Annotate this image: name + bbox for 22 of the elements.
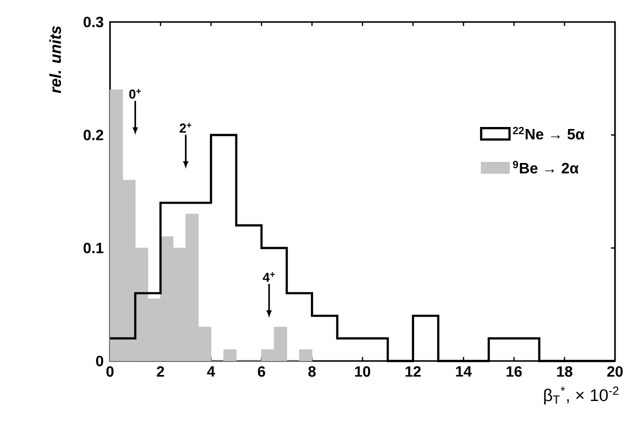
x-tick-label: 4 (207, 366, 216, 376)
x-tick-label: 0 (106, 366, 114, 377)
x-tick-label: 2 (156, 366, 164, 377)
x-tick-label: 8 (308, 366, 316, 377)
legend-label: $^{22}$Ne → 5α (512, 126, 584, 140)
x-tick-label: 12 (406, 366, 421, 377)
y-axis-title: rel. units (49, 26, 62, 94)
y-tick-label: 0.2 (84, 130, 104, 140)
x-tick-label: 18 (557, 366, 572, 377)
y-tick-label: 0.3 (84, 16, 104, 28)
y-tick-label: 0 (96, 356, 104, 366)
x-tick-label: 14 (456, 366, 472, 376)
annotation: 4$^{+}$ (262, 272, 275, 282)
legend-label: $^{9}$Be → 2α (512, 160, 579, 174)
x-tick-label: 6 (258, 366, 266, 377)
x-axis-title: β$_{T}$$^{*}$, × 10$^{-2}$ (544, 386, 618, 405)
x-tick-label: 16 (506, 366, 522, 377)
x-tick-label: 20 (607, 366, 623, 377)
y-tick-label: 0.1 (84, 242, 104, 254)
annotation: 0$^{+}$ (129, 88, 141, 99)
annotation: 2$^{+}$ (180, 122, 192, 133)
x-tick-label: 10 (355, 366, 370, 377)
